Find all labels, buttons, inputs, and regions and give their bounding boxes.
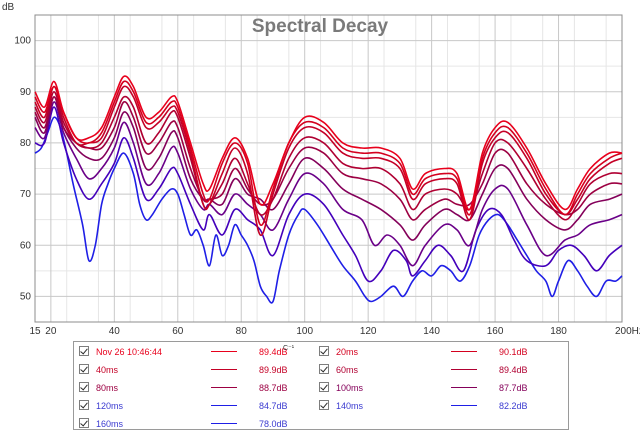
- y-tick-label: 70: [20, 189, 32, 200]
- legend-value: 78.0dB: [259, 419, 288, 429]
- legend-value: 89.4dB: [499, 365, 528, 375]
- x-tick-label: 80: [236, 326, 248, 337]
- legend-label: 40ms: [96, 365, 119, 375]
- series-lines: [34, 75, 623, 304]
- series-line-100ms: [34, 96, 623, 241]
- legend-value: 84.7dB: [259, 401, 288, 411]
- series-line-nov-26-10-46-44: [34, 75, 623, 211]
- y-tick-label: 60: [20, 240, 32, 251]
- x-tick-label: 140: [423, 326, 440, 337]
- legend-value: 88.7dB: [259, 383, 288, 393]
- legend-value-unit: C⁻¹: [283, 345, 295, 352]
- series-line-60ms: [34, 91, 623, 221]
- checkbox-160ms[interactable]: [79, 418, 89, 428]
- x-tick-label: 120: [360, 326, 377, 337]
- legend-swatch: [211, 351, 237, 352]
- legend: Nov 26 10:46:44 89.4dB C⁻¹ 20ms 90.1dB 40ms 89…: [73, 341, 569, 430]
- x-tick-labels: 15 20 40 60 80 100 120 140 160 180 200Hz: [29, 326, 640, 337]
- legend-item-80ms: 80ms 88.7dB: [79, 381, 315, 395]
- series-line-140ms: [34, 106, 623, 283]
- legend-item-60ms: 60ms 89.4dB: [319, 363, 555, 377]
- legend-label: 100ms: [336, 383, 364, 393]
- legend-item-nov-26-10-46-44: Nov 26 10:46:44 89.4dB C⁻¹: [79, 345, 315, 359]
- legend-swatch: [211, 423, 237, 424]
- x-tick-label: 20: [45, 326, 57, 337]
- legend-label: Nov 26 10:46:44: [96, 347, 163, 357]
- legend-swatch: [451, 405, 477, 406]
- plot-area-border: [34, 14, 623, 323]
- x-tick-label: 160: [487, 326, 504, 337]
- legend-item-20ms: 20ms 90.1dB: [319, 345, 555, 359]
- legend-item-100ms: 100ms 87.7dB: [319, 381, 555, 395]
- legend-label: 120ms: [96, 401, 124, 411]
- legend-label: 80ms: [96, 383, 119, 393]
- checkbox-100ms[interactable]: [319, 382, 329, 392]
- legend-swatch: [451, 351, 477, 352]
- x-tick-label: 60: [172, 326, 184, 337]
- series-line-40ms: [34, 85, 623, 236]
- x-tick-label: 100: [296, 326, 313, 337]
- y-tick-label: 80: [20, 138, 32, 149]
- y-tick-label: 50: [20, 291, 32, 302]
- checkbox-20ms[interactable]: [319, 346, 329, 356]
- checkbox-60ms[interactable]: [319, 364, 329, 374]
- chart-title: Spectral Decay: [252, 16, 389, 37]
- x-tick-label: 40: [109, 326, 121, 337]
- legend-swatch: [211, 369, 237, 370]
- y-tick-labels: 50 60 70 80 90 100: [14, 36, 31, 303]
- y-tick-label: 90: [20, 87, 32, 98]
- legend-item-140ms: 140ms 82.2dB: [319, 399, 555, 413]
- legend-item-120ms: 120ms 84.7dB: [79, 399, 315, 413]
- series-line-120ms: [34, 101, 623, 267]
- legend-swatch: [451, 369, 477, 370]
- legend-item-40ms: 40ms 89.9dB: [79, 363, 315, 377]
- y-axis-label: dB: [2, 2, 15, 13]
- x-tick-label: 15: [29, 326, 41, 337]
- legend-value: 87.7dB: [499, 383, 528, 393]
- spectral-decay-chart: 50 60 70 80 90 100 15 20 40 60 80 100 120 140 160 180 2…: [2, 2, 640, 337]
- checkbox-nov-26-10-46-44[interactable]: [79, 346, 89, 356]
- checkbox-40ms[interactable]: [79, 364, 89, 374]
- legend-swatch: [451, 387, 477, 388]
- checkbox-80ms[interactable]: [79, 382, 89, 392]
- checkbox-140ms[interactable]: [319, 400, 329, 410]
- grid-lines: [34, 14, 623, 323]
- legend-value: 89.9dB: [259, 365, 288, 375]
- legend-label: 140ms: [336, 401, 364, 411]
- x-tick-label: 200Hz: [615, 326, 640, 337]
- checkbox-120ms[interactable]: [79, 400, 89, 410]
- legend-item-160ms: 160ms 78.0dB: [79, 417, 315, 431]
- legend-label: 60ms: [336, 365, 359, 375]
- legend-label: 20ms: [336, 347, 359, 357]
- legend-value: 89.4dB: [259, 347, 288, 357]
- legend-value: 90.1dB: [499, 347, 528, 357]
- legend-label: 160ms: [96, 419, 124, 429]
- legend-swatch: [211, 387, 237, 388]
- series-line-160ms: [34, 116, 623, 304]
- y-tick-label: 100: [14, 36, 31, 47]
- legend-swatch: [211, 405, 237, 406]
- x-tick-label: 180: [550, 326, 567, 337]
- legend-value: 82.2dB: [499, 401, 528, 411]
- series-line-80ms: [34, 96, 623, 221]
